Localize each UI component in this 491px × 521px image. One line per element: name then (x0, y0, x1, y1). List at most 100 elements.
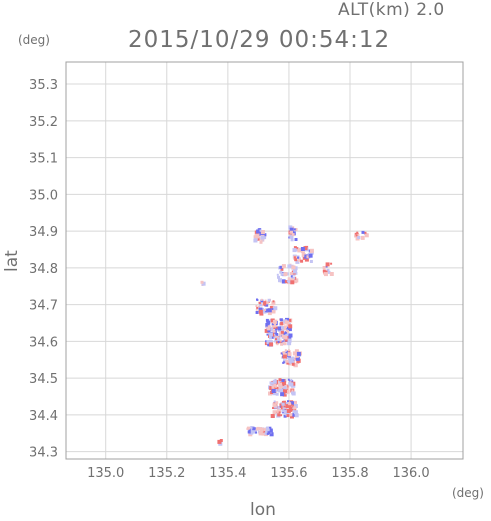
data-point (324, 272, 328, 276)
data-point (272, 389, 276, 393)
data-point (304, 255, 306, 257)
data-point (287, 414, 290, 417)
data-point (301, 247, 305, 251)
data-point (295, 238, 298, 241)
data-point (201, 281, 204, 284)
data-point (275, 386, 277, 388)
data-point (266, 319, 269, 322)
data-point (256, 309, 258, 311)
data-point (269, 332, 273, 336)
data-point (287, 264, 291, 268)
data-point (290, 379, 292, 381)
data-point (261, 236, 265, 240)
data-point (273, 300, 275, 302)
data-point (357, 236, 360, 239)
data-point (273, 327, 275, 329)
data-point (288, 352, 292, 356)
data-point (279, 411, 281, 413)
data-point (288, 277, 291, 280)
data-point (270, 429, 273, 432)
data-point (282, 409, 285, 412)
y-tick-label: 34.8 (29, 262, 58, 277)
data-point (259, 302, 261, 304)
data-point (293, 410, 296, 413)
data-point (303, 252, 305, 254)
data-point (269, 342, 273, 346)
data-point (289, 362, 291, 364)
data-point (255, 305, 257, 307)
data-point (283, 352, 285, 354)
grid-lines (66, 62, 463, 459)
data-point (274, 401, 276, 403)
data-point (268, 299, 271, 302)
data-point (273, 380, 277, 384)
y-tick-label: 35.1 (29, 152, 58, 167)
data-point (277, 410, 279, 412)
data-point (260, 230, 262, 232)
data-point (278, 389, 281, 392)
data-point (280, 387, 282, 389)
x-tick-label: 135.4 (209, 466, 246, 481)
data-point (276, 336, 278, 338)
data-point (277, 274, 279, 276)
data-point (281, 326, 284, 329)
y-tick-label: 34.5 (29, 372, 58, 387)
data-point (278, 407, 280, 409)
y-tick-label: 34.4 (29, 409, 58, 424)
data-point (287, 280, 289, 282)
data-point (299, 257, 301, 259)
data-point (285, 332, 287, 334)
y-tick-labels: 34.334.434.534.634.734.834.935.035.135.2… (29, 78, 58, 461)
data-point (273, 320, 277, 324)
data-point (274, 331, 276, 333)
data-point (291, 275, 293, 277)
data-point (259, 431, 263, 435)
data-point (297, 257, 299, 259)
data-point (268, 325, 271, 328)
data-point (288, 349, 290, 351)
x-tick-labels: 135.0 135.2 135.4 135.6 135.8 136.0 (87, 466, 430, 481)
data-point (247, 427, 250, 430)
data-point (288, 379, 290, 381)
data-point (300, 260, 303, 263)
data-point (290, 272, 293, 275)
data-point (283, 361, 285, 363)
data-point (288, 324, 292, 328)
data-point (263, 303, 266, 306)
data-point (293, 248, 297, 252)
data-point (356, 232, 358, 234)
data-point (261, 299, 263, 301)
data-points (201, 225, 369, 445)
data-point (266, 323, 268, 325)
data-point (309, 254, 313, 258)
y-tick-label: 34.9 (29, 225, 58, 240)
data-point (273, 403, 277, 407)
data-point (278, 326, 282, 330)
data-point (260, 428, 264, 432)
data-point (289, 334, 293, 338)
data-point (292, 390, 294, 392)
data-point (288, 339, 292, 343)
data-point (310, 260, 313, 263)
data-point (283, 355, 287, 359)
data-point (288, 402, 291, 405)
data-point (272, 386, 275, 389)
data-point (361, 236, 365, 240)
data-point (326, 262, 330, 266)
data-point (284, 342, 287, 345)
y-tick-label: 35.0 (29, 188, 58, 203)
data-point (278, 383, 282, 387)
data-point (297, 352, 301, 356)
data-point (330, 263, 332, 265)
data-point (279, 403, 281, 405)
data-point (282, 264, 286, 268)
data-point (279, 378, 282, 381)
data-point (289, 382, 293, 386)
data-point (278, 278, 282, 282)
data-point (281, 331, 284, 334)
data-point (253, 427, 256, 430)
data-point (285, 320, 289, 324)
y-tick-label: 34.6 (29, 335, 58, 350)
data-point (283, 386, 286, 389)
data-point (285, 349, 287, 351)
